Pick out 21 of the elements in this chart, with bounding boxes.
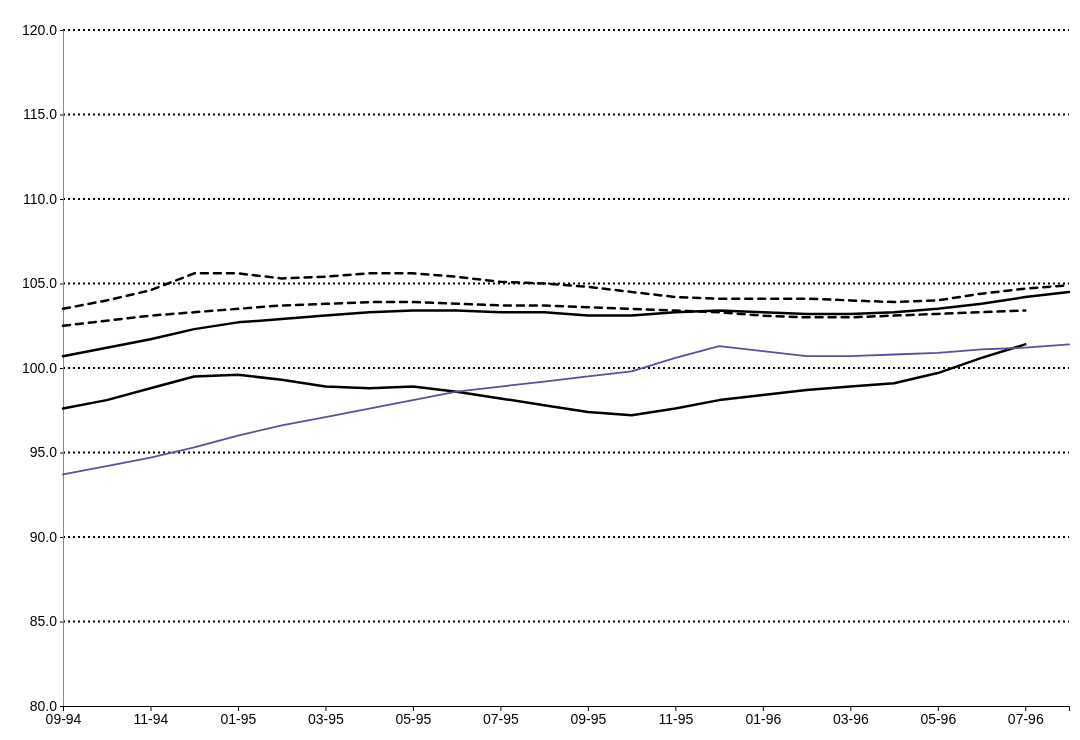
x-tick-label: 09-95 (570, 710, 607, 727)
y-tick-label: 115.0 (23, 106, 58, 123)
x-tick-label: 11-94 (133, 710, 169, 727)
y-tick-label: 120.0 (21, 21, 58, 38)
line-series (62, 343, 1070, 476)
y-tick-label: 100.0 (21, 359, 58, 376)
line-series (61, 290, 1071, 358)
x-tick-label: 01-95 (220, 710, 257, 727)
x-tick-label: 07-95 (482, 710, 520, 727)
x-tick-label: 03-96 (832, 710, 869, 727)
x-tick-label: 01-96 (745, 710, 782, 727)
x-tick-label: 07-96 (1007, 710, 1044, 727)
x-tick-label: 03-95 (308, 710, 345, 727)
x-tick-label: 05-95 (395, 710, 432, 727)
y-tick-label: 105.0 (21, 275, 58, 292)
x-tick-label: 05-96 (920, 710, 957, 727)
x-tick-label: 11-95 (658, 710, 694, 727)
y-tick-label: 110.0 (23, 190, 58, 207)
y-tick-label: 90.0 (29, 528, 58, 545)
y-tick-label: 95.0 (29, 444, 58, 461)
y-tick-label: 85.0 (29, 613, 58, 630)
